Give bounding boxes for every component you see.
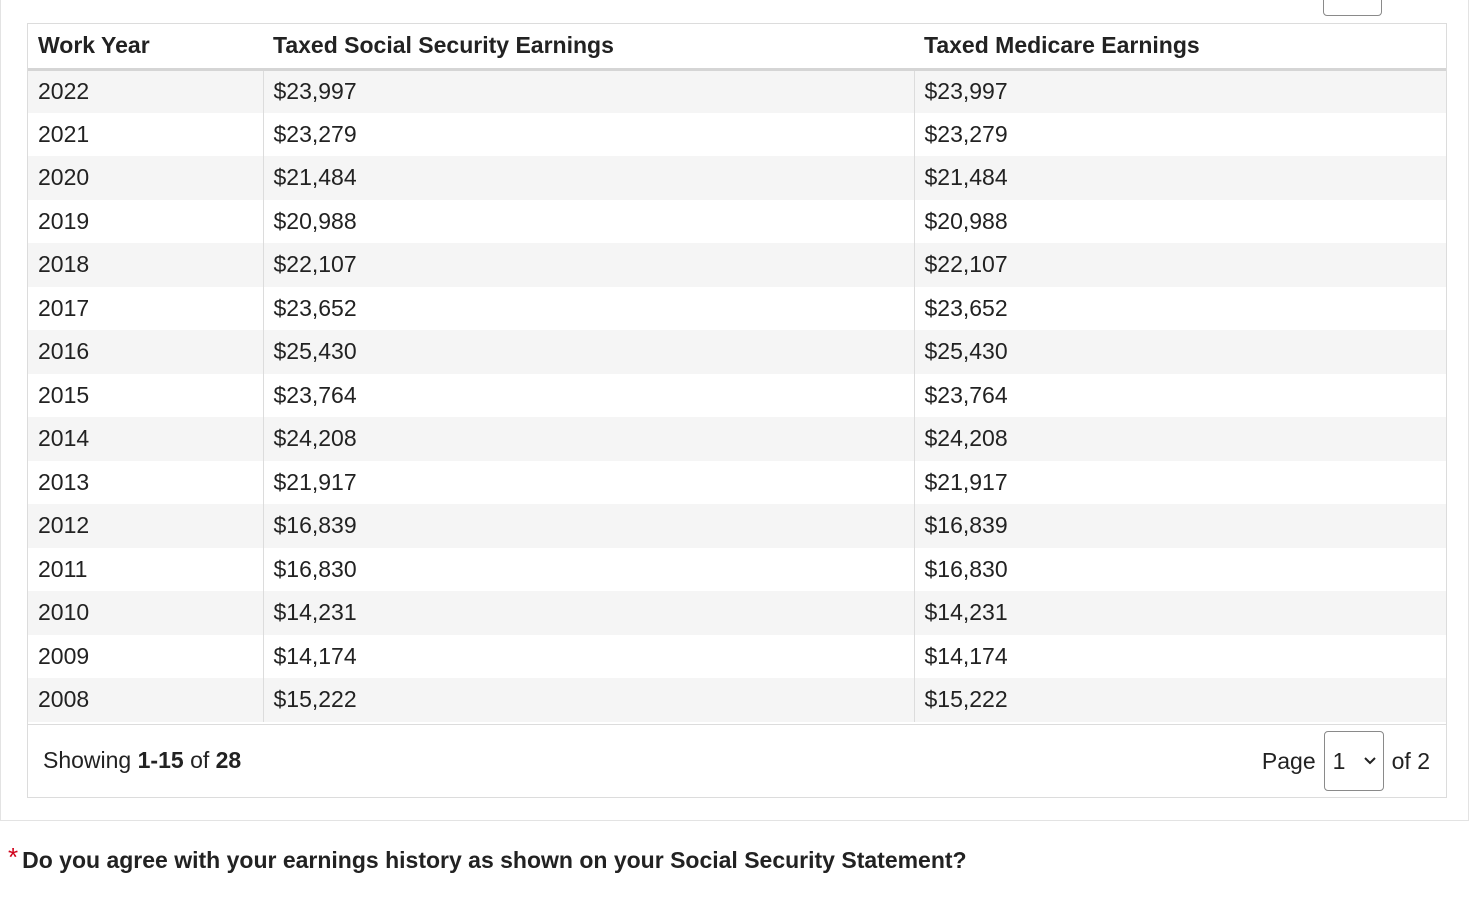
showing-total: 28 bbox=[215, 747, 242, 773]
table-row: 2019 $20,988 $20,988 bbox=[28, 199, 1446, 243]
pagination: Page 1 of 2 bbox=[1262, 731, 1430, 791]
cell-medicare-earnings: $15,222 bbox=[913, 678, 1446, 722]
cell-work-year: 2016 bbox=[28, 330, 263, 374]
showing-range: 1-15 bbox=[137, 747, 184, 773]
table-row: 2020 $21,484 $21,484 bbox=[28, 156, 1446, 200]
cell-work-year: 2018 bbox=[28, 243, 263, 287]
top-partial-control[interactable] bbox=[1323, 0, 1382, 16]
cell-medicare-earnings: $22,107 bbox=[913, 243, 1446, 287]
cell-work-year: 2013 bbox=[28, 460, 263, 504]
table-row: 2010 $14,231 $14,231 bbox=[28, 591, 1446, 635]
cell-ss-earnings: $14,231 bbox=[262, 591, 914, 635]
cell-work-year: 2021 bbox=[28, 112, 263, 156]
earnings-panel: Work Year Taxed Social Security Earnings… bbox=[0, 0, 1469, 821]
cell-work-year: 2012 bbox=[28, 504, 263, 548]
cell-medicare-earnings: $23,652 bbox=[913, 286, 1446, 330]
cell-work-year: 2015 bbox=[28, 373, 263, 417]
cell-medicare-earnings: $20,988 bbox=[913, 199, 1446, 243]
table-row: 2014 $24,208 $24,208 bbox=[28, 417, 1446, 461]
table-row: 2022 $23,997 $23,997 bbox=[28, 69, 1446, 113]
cell-ss-earnings: $16,839 bbox=[262, 504, 914, 548]
cell-ss-earnings: $20,988 bbox=[262, 199, 914, 243]
table-row: 2021 $23,279 $23,279 bbox=[28, 112, 1446, 156]
cell-medicare-earnings: $23,997 bbox=[913, 69, 1446, 113]
table-row: 2017 $23,652 $23,652 bbox=[28, 286, 1446, 330]
chevron-down-icon bbox=[1363, 757, 1376, 765]
cell-medicare-earnings: $16,839 bbox=[913, 504, 1446, 548]
table-row: 2015 $23,764 $23,764 bbox=[28, 373, 1446, 417]
cell-medicare-earnings: $24,208 bbox=[913, 417, 1446, 461]
earnings-agreement-question: * Do you agree with your earnings histor… bbox=[8, 842, 967, 874]
cell-ss-earnings: $14,174 bbox=[262, 634, 914, 678]
table-row: 2012 $16,839 $16,839 bbox=[28, 504, 1446, 548]
cell-ss-earnings: $23,764 bbox=[262, 373, 914, 417]
cell-medicare-earnings: $23,279 bbox=[913, 112, 1446, 156]
cell-medicare-earnings: $25,430 bbox=[913, 330, 1446, 374]
cell-work-year: 2014 bbox=[28, 417, 263, 461]
cell-work-year: 2022 bbox=[28, 69, 263, 113]
cell-ss-earnings: $21,484 bbox=[262, 156, 914, 200]
showing-prefix: Showing bbox=[43, 747, 132, 773]
cell-ss-earnings: $24,208 bbox=[262, 417, 914, 461]
cell-medicare-earnings: $14,231 bbox=[913, 591, 1446, 635]
column-header-medicare-earnings: Taxed Medicare Earnings bbox=[914, 24, 1446, 71]
table-footer: Showing 1-15 of 28 Page 1 of 2 bbox=[28, 724, 1446, 797]
cell-work-year: 2008 bbox=[28, 678, 263, 722]
cell-work-year: 2011 bbox=[28, 547, 263, 591]
cell-ss-earnings: $15,222 bbox=[262, 678, 914, 722]
cell-ss-earnings: $22,107 bbox=[262, 243, 914, 287]
page-total: of 2 bbox=[1391, 747, 1430, 774]
cell-work-year: 2009 bbox=[28, 634, 263, 678]
earnings-table: Work Year Taxed Social Security Earnings… bbox=[28, 24, 1446, 722]
table-row: 2018 $22,107 $22,107 bbox=[28, 243, 1446, 287]
earnings-table-card: Work Year Taxed Social Security Earnings… bbox=[27, 23, 1447, 798]
page-select-value: 1 bbox=[1332, 747, 1346, 774]
page-label: Page bbox=[1261, 747, 1316, 774]
showing-count: Showing 1-15 of 28 bbox=[43, 747, 241, 774]
table-row: 2016 $25,430 $25,430 bbox=[28, 330, 1446, 374]
cell-ss-earnings: $21,917 bbox=[262, 460, 914, 504]
cell-medicare-earnings: $21,917 bbox=[913, 460, 1446, 504]
cell-work-year: 2010 bbox=[28, 591, 263, 635]
page-select[interactable]: 1 bbox=[1323, 731, 1384, 791]
cell-medicare-earnings: $14,174 bbox=[913, 634, 1446, 678]
cell-medicare-earnings: $16,830 bbox=[913, 547, 1446, 591]
cell-work-year: 2019 bbox=[28, 199, 263, 243]
table-row: 2009 $14,174 $14,174 bbox=[28, 634, 1446, 678]
cell-ss-earnings: $16,830 bbox=[262, 547, 914, 591]
cell-work-year: 2020 bbox=[28, 156, 263, 200]
cell-ss-earnings: $23,652 bbox=[262, 286, 914, 330]
table-row: 2013 $21,917 $21,917 bbox=[28, 460, 1446, 504]
table-row: 2008 $15,222 $15,222 bbox=[28, 678, 1446, 722]
cell-ss-earnings: $25,430 bbox=[262, 330, 914, 374]
column-header-ss-earnings: Taxed Social Security Earnings bbox=[263, 24, 914, 71]
cell-work-year: 2017 bbox=[28, 286, 263, 330]
cell-ss-earnings: $23,279 bbox=[262, 112, 914, 156]
cell-ss-earnings: $23,997 bbox=[262, 69, 914, 113]
table-header-row: Work Year Taxed Social Security Earnings… bbox=[28, 24, 1446, 71]
cell-medicare-earnings: $23,764 bbox=[913, 373, 1446, 417]
required-marker: * bbox=[8, 842, 19, 872]
showing-of: of bbox=[190, 747, 210, 773]
cell-medicare-earnings: $21,484 bbox=[913, 156, 1446, 200]
question-text: Do you agree with your earnings history … bbox=[22, 847, 967, 873]
column-header-work-year: Work Year bbox=[28, 24, 263, 71]
table-row: 2011 $16,830 $16,830 bbox=[28, 547, 1446, 591]
